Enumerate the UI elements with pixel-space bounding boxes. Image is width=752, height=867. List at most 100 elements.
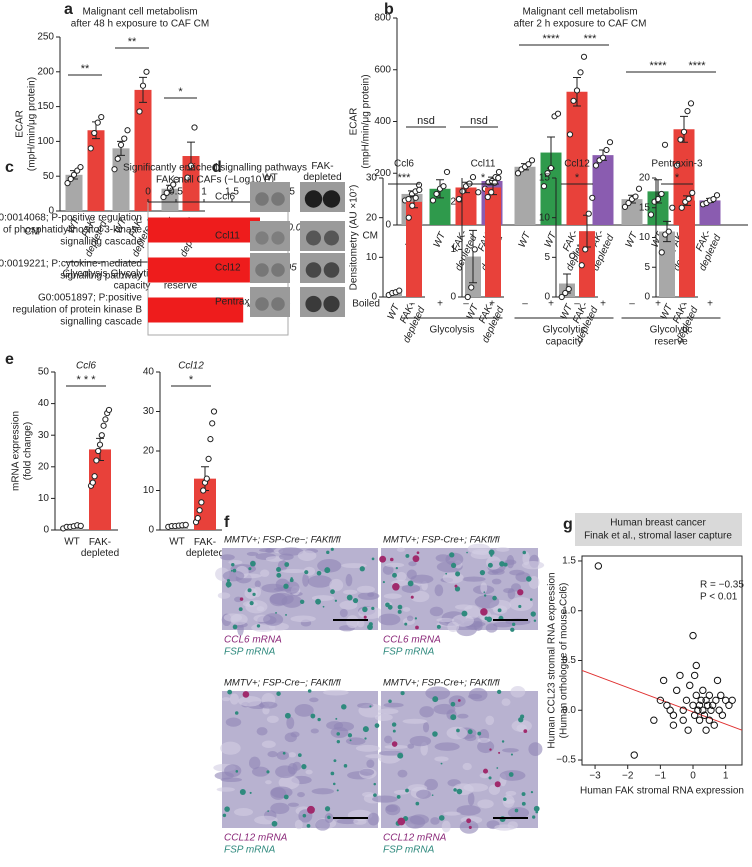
- x-tick-label: WT: [169, 537, 185, 548]
- image-label: MMTV+; FSP-Cre−; FAKfl/fl: [224, 678, 341, 689]
- tissue-texture: [280, 568, 307, 574]
- data-point: [91, 129, 98, 137]
- tissue-texture: [309, 697, 319, 703]
- y-tick-label: 5: [544, 252, 550, 263]
- ccl-signal: [415, 625, 419, 630]
- tissue-texture: [409, 735, 432, 747]
- fsp-signal: [330, 547, 334, 551]
- data-point: [656, 696, 665, 705]
- ccl-signal: [483, 768, 489, 774]
- fsp-signal: [487, 562, 493, 568]
- tissue-texture: [345, 573, 353, 587]
- data-point: [114, 155, 121, 162]
- data-point: [702, 696, 710, 705]
- data-point: [686, 681, 694, 690]
- row-label: Ccl12: [215, 263, 241, 274]
- blot-spot: [255, 297, 269, 311]
- data-point: [96, 441, 104, 448]
- fsp-signal: [396, 795, 401, 799]
- y-tick-label: 15: [539, 173, 551, 184]
- y-tick-label: 0: [371, 292, 377, 303]
- tissue-texture: [456, 805, 481, 816]
- x-tick-label: 1.5: [225, 187, 239, 198]
- tissue-texture: [408, 561, 417, 567]
- data-point: [582, 246, 589, 253]
- data-point: [694, 706, 702, 714]
- y-axis-label: (fold change): [23, 422, 34, 480]
- tissue-texture: [315, 818, 330, 831]
- y-tick-label: 50: [43, 171, 55, 182]
- data-point: [632, 193, 639, 200]
- tissue-texture: [409, 814, 430, 825]
- data-point: [210, 408, 218, 415]
- tissue-texture: [323, 689, 349, 696]
- data-point: [715, 706, 723, 714]
- data-point: [98, 432, 105, 439]
- fsp-signal: [332, 782, 336, 786]
- tissue-texture: [446, 726, 468, 740]
- data-point: [105, 406, 113, 414]
- tissue-texture: [491, 578, 502, 585]
- ccl-signal: [389, 557, 394, 562]
- fsp-signal: [521, 801, 526, 806]
- fsp-signal: [362, 726, 369, 733]
- fsp-signal: [397, 609, 402, 614]
- fsp-signal: [302, 813, 307, 818]
- tissue-texture: [339, 608, 348, 618]
- tissue-texture: [269, 592, 294, 606]
- y-tick-label: of phosphatidylinositol 3-kinase: [3, 225, 142, 236]
- data-point: [198, 499, 205, 506]
- tissue-texture: [278, 547, 304, 556]
- tissue-texture: [385, 562, 405, 568]
- tissue-texture: [367, 812, 380, 826]
- image-label: MMTV+; FSP-Cre−; FAKfl/fl: [224, 535, 341, 546]
- data-point: [111, 166, 118, 173]
- tissue-texture: [222, 570, 245, 582]
- data-point: [650, 716, 658, 724]
- data-point: [468, 284, 475, 291]
- data-point: [64, 180, 71, 187]
- tissue-texture: [477, 799, 494, 809]
- x-tick-label: 1: [201, 187, 207, 198]
- fsp-signal: [456, 788, 463, 795]
- y-tick-label: 30: [38, 430, 50, 441]
- tissue-texture: [430, 817, 440, 825]
- y-tick-label: 50: [38, 367, 50, 378]
- data-point: [606, 139, 614, 146]
- row-label: Boiled: [352, 299, 380, 310]
- y-tick-label: 250: [37, 32, 54, 43]
- boiled-flag: –: [522, 299, 528, 310]
- ccl-signal: [517, 589, 524, 596]
- tissue-texture: [256, 727, 268, 736]
- y-tick-label: −0.5: [556, 755, 576, 766]
- tissue-texture: [366, 759, 375, 768]
- data-point: [196, 507, 203, 514]
- tissue-texture: [292, 761, 302, 771]
- data-point: [659, 676, 668, 685]
- chart-title: Malignant cell metabolism: [82, 7, 197, 18]
- tissue-texture: [302, 573, 309, 587]
- data-point: [728, 696, 736, 705]
- y-tick-label: 600: [374, 64, 391, 75]
- image-caption: FSP mRNA: [224, 845, 276, 856]
- chart-title: Ccl6: [76, 361, 96, 372]
- x-tick-label: 1: [723, 771, 729, 782]
- fsp-signal: [252, 592, 256, 596]
- tissue-texture: [267, 751, 278, 758]
- tissue-texture: [467, 792, 475, 806]
- significance-label: * * *: [77, 374, 97, 386]
- data-point: [562, 289, 569, 297]
- ccl-signal: [480, 608, 488, 616]
- significance-label: ***: [584, 33, 598, 45]
- column-label: FAK-depleted: [303, 161, 341, 183]
- y-axis-label: mRNA expression: [11, 411, 22, 491]
- tissue-texture: [297, 792, 305, 798]
- fsp-signal: [239, 788, 246, 795]
- fsp-signal: [301, 764, 307, 770]
- fsp-signal: [388, 699, 392, 703]
- tissue-texture: [224, 764, 242, 778]
- data-point: [685, 195, 692, 202]
- data-point: [687, 100, 695, 107]
- fsp-signal: [275, 611, 277, 614]
- tissue-texture: [261, 740, 276, 748]
